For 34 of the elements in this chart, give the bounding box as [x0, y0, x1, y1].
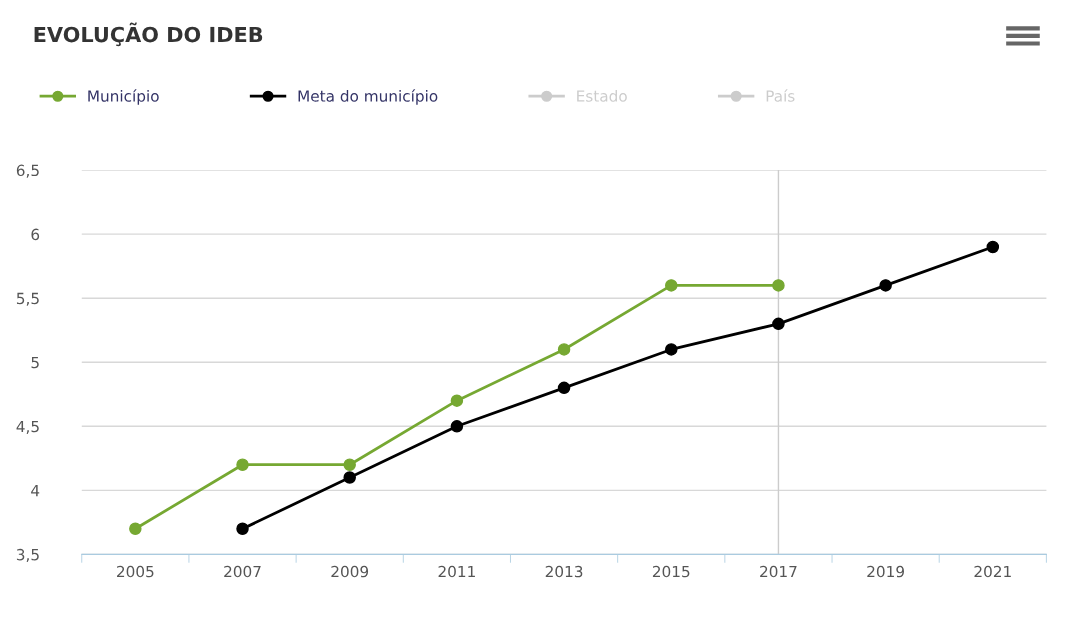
legend-label: Meta do município	[298, 89, 438, 105]
y-tick-label: 4	[31, 485, 40, 497]
x-tick-label: 2015	[652, 565, 690, 578]
point	[450, 420, 464, 433]
point	[665, 343, 678, 356]
x-tick-label: 2021	[974, 565, 1011, 578]
y-tick-label: 6,5	[16, 164, 39, 178]
x-tick-label: 2013	[545, 565, 583, 578]
point	[879, 279, 892, 292]
x-tick-label: 2019	[867, 565, 904, 578]
y-tick-label: 4,5	[16, 420, 39, 434]
y-tick-label: 3,5	[16, 548, 39, 562]
point	[772, 317, 785, 331]
y-tick-label: 6	[31, 228, 40, 241]
x-tick-label: 2017	[760, 565, 797, 578]
x-tick-label: 2007	[224, 565, 261, 578]
point	[450, 394, 464, 407]
point	[236, 522, 249, 536]
point	[343, 471, 356, 484]
legend-label: Município	[88, 89, 159, 105]
point	[236, 458, 249, 471]
point	[557, 343, 571, 356]
point	[129, 522, 142, 536]
x-tick-label: 2005	[117, 565, 154, 578]
point	[343, 458, 356, 471]
y-tick-label: 5,5	[16, 292, 39, 306]
x-tick-label: 2009	[331, 565, 369, 578]
x-tick-label: 2011	[438, 565, 475, 578]
y-tick-label: 5	[31, 356, 39, 369]
point	[772, 279, 785, 292]
point	[986, 240, 1000, 254]
point	[665, 279, 678, 292]
chart-title: EVOLUÇÃO DO IDEB	[34, 22, 263, 47]
point	[557, 381, 571, 395]
